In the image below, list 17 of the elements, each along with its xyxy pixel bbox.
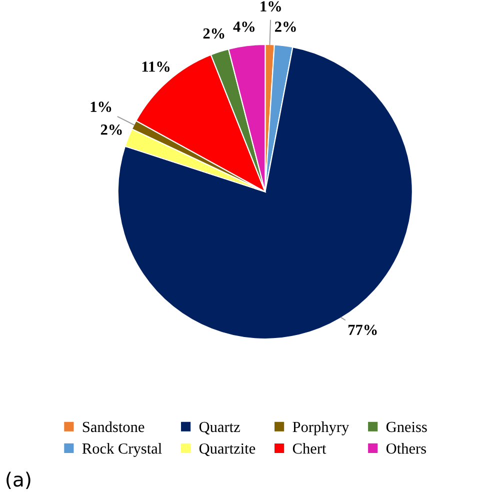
legend-label: Quartz bbox=[199, 422, 240, 434]
data-label: 4% bbox=[233, 22, 254, 32]
data-label: 2% bbox=[100, 124, 122, 135]
legend-label: Sandstone bbox=[82, 421, 144, 432]
data-label: 2% bbox=[275, 22, 296, 32]
legend-label: Gneiss bbox=[386, 422, 427, 432]
data-label: 77% bbox=[348, 324, 377, 336]
data-label: 1% bbox=[90, 102, 112, 112]
legend-label: Rock Crystal bbox=[82, 442, 162, 457]
data-label: 1% bbox=[260, 1, 281, 12]
data-label: 11% bbox=[142, 61, 170, 72]
text: (a) bbox=[6, 472, 30, 490]
legend-label: Chert bbox=[292, 443, 326, 454]
legend-label: Porphyry bbox=[292, 421, 350, 436]
legend-label: Others bbox=[386, 442, 426, 454]
data-label: 2% bbox=[203, 28, 224, 39]
legend-label: Quartzite bbox=[199, 443, 256, 456]
